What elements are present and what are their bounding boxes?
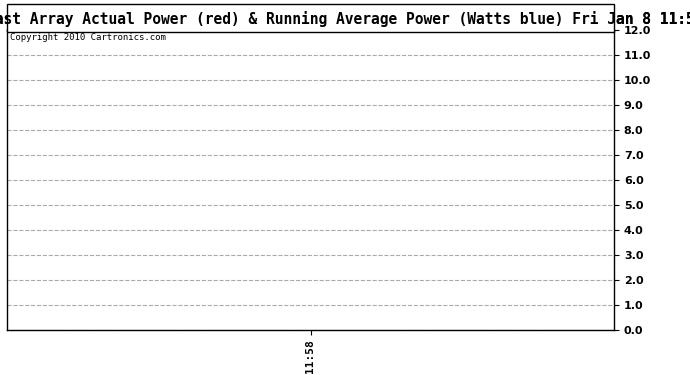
Text: East Array Actual Power (red) & Running Average Power (Watts blue) Fri Jan 8 11:: East Array Actual Power (red) & Running …: [0, 11, 690, 27]
Text: Copyright 2010 Cartronics.com: Copyright 2010 Cartronics.com: [10, 33, 166, 42]
Text: East Array Actual Power (red) & Running Average Power (Watts blue) Fri Jan 8 11:: East Array Actual Power (red) & Running …: [0, 11, 690, 27]
